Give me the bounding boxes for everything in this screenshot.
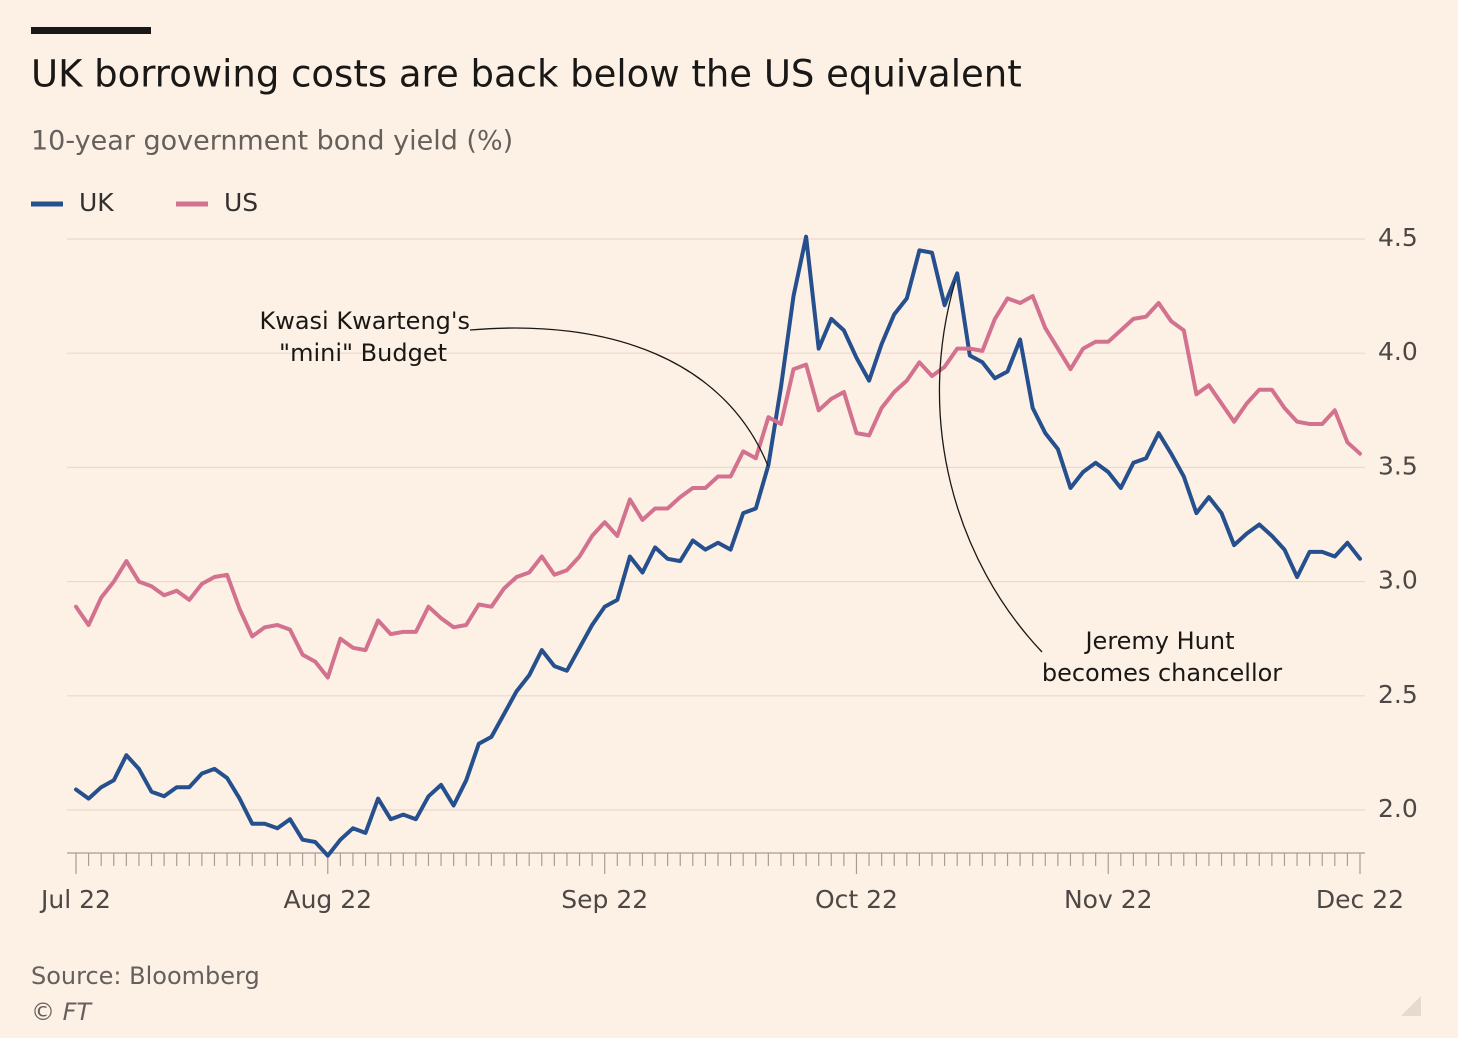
credit: © FT (31, 998, 93, 1026)
series-line (74, 234, 1362, 858)
annotation: becomes chancellor (1042, 659, 1282, 687)
x-tick-label: Oct 22 (815, 885, 898, 914)
source: Source: Bloomberg (31, 962, 260, 990)
x-tick-label: Sep 22 (561, 885, 648, 914)
y-tick-label: 2.0 (1378, 794, 1418, 823)
y-tick-label: 2.5 (1378, 680, 1418, 709)
y-tick-label: 4.0 (1378, 337, 1418, 366)
x-tick-label: Nov 22 (1064, 885, 1153, 914)
annotation-connector (938, 281, 1043, 653)
chart-subtitle: 10-year government bond yield (%) (31, 126, 513, 157)
y-tick-label: 3.5 (1378, 451, 1418, 480)
series-line (74, 294, 1362, 680)
chart-title: UK borrowing costs are back below the US… (31, 53, 1022, 96)
x-tick-label: Dec 22 (1316, 885, 1404, 914)
title-bar (31, 27, 151, 34)
legend-label: UK (79, 188, 114, 217)
legend-label: US (224, 188, 258, 217)
grid: 2.0 2.5 3.0 3.5 4.0 4.5 Jul 22 Aug 22 Sep 22 Oct … (39, 223, 1418, 914)
corner-icon (1401, 996, 1421, 1016)
x-tick-label: Aug 22 (283, 885, 372, 914)
y-tick-label: 4.5 (1378, 223, 1418, 252)
annotation: "mini" Budget (279, 339, 447, 367)
x-tick-label: Jul 22 (39, 885, 111, 914)
annotation: Kwasi Kwarteng's (259, 307, 470, 335)
plot (74, 234, 1362, 858)
y-tick-label: 3.0 (1378, 566, 1418, 595)
annotation-connector (469, 327, 769, 467)
annotation: Jeremy Hunt (1083, 627, 1234, 655)
